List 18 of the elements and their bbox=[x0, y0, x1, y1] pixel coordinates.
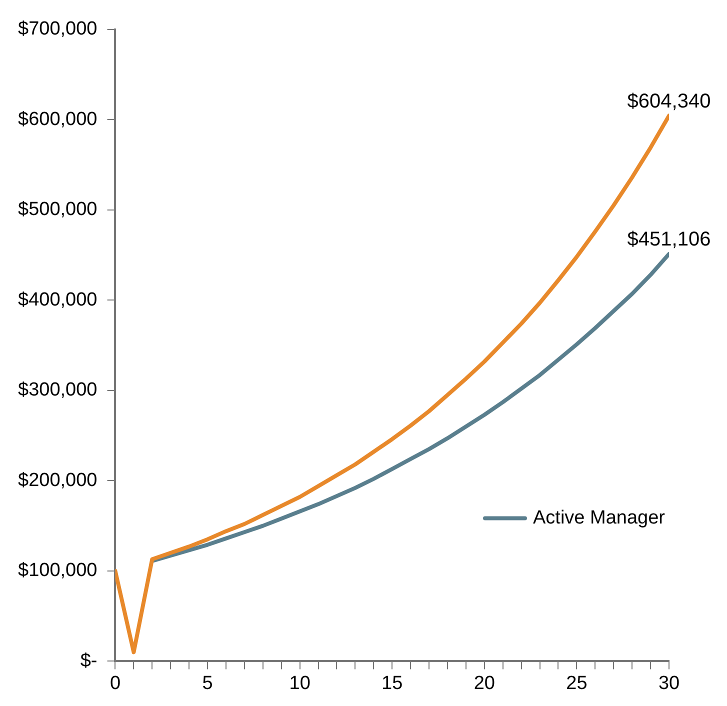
x-tick-label: 10 bbox=[289, 672, 310, 694]
annotation: $451,106 bbox=[627, 228, 711, 251]
y-tick-label: $400,000 bbox=[18, 289, 98, 310]
legend-label: Active Manager bbox=[532, 507, 666, 528]
x-tick-label: 0 bbox=[110, 672, 121, 694]
y-tick-label: $600,000 bbox=[18, 108, 98, 130]
annotation: $604,340 bbox=[627, 90, 711, 112]
x-tick-label: 15 bbox=[382, 672, 403, 694]
y-tick-label: $700,000 bbox=[18, 18, 98, 40]
x-tick-label: 25 bbox=[566, 672, 588, 694]
y-tick-label: $200,000 bbox=[18, 470, 98, 491]
x-tick-label: 5 bbox=[202, 672, 213, 694]
y-tick-label: $500,000 bbox=[18, 199, 98, 220]
y-tick-label: $100,000 bbox=[18, 560, 98, 582]
y-tick-label: $- bbox=[80, 650, 98, 672]
x-tick-label: 20 bbox=[474, 672, 495, 694]
x-tick-label: 30 bbox=[658, 672, 680, 694]
y-tick-label: $300,000 bbox=[18, 380, 98, 401]
